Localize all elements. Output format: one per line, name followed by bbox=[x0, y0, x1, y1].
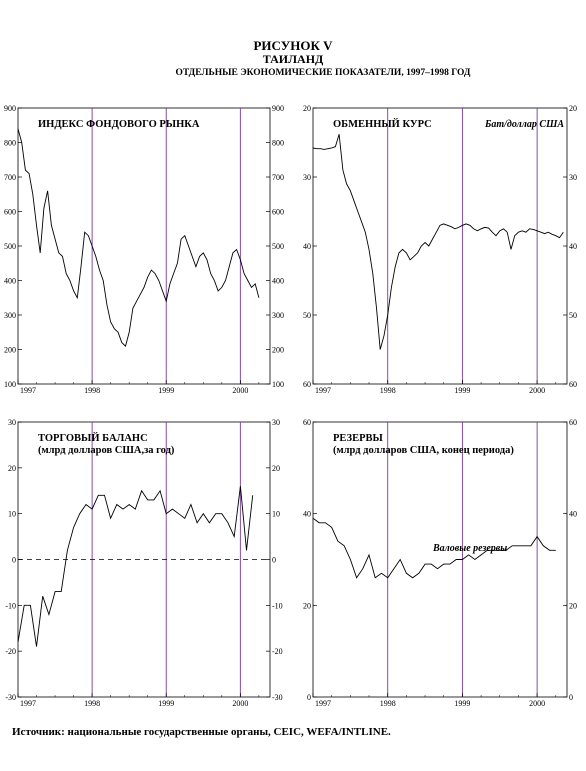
fx-ytick-label-right: 20 bbox=[569, 104, 577, 113]
trade-ytick-label-right: -20 bbox=[272, 647, 283, 656]
trade-ytick-label-left: 20 bbox=[8, 464, 16, 473]
reserves-ytick-label-left: 0 bbox=[307, 693, 311, 702]
fx-ytick-label-right: 50 bbox=[569, 311, 577, 320]
reserves-chart-subtitle: (млрд долларов США, конец периода) bbox=[333, 445, 514, 456]
fx-frame bbox=[312, 107, 568, 385]
fx-ytick-label-left: 20 bbox=[303, 104, 311, 113]
trade-chart-title: ТОРГОВЫЙ БАЛАНС bbox=[38, 432, 148, 444]
reserves-ytick-label-right: 40 bbox=[569, 510, 577, 519]
fx-series-line bbox=[312, 134, 564, 350]
stock-ytick-label-right: 500 bbox=[272, 242, 284, 251]
reserves-ytick-label-left: 60 bbox=[303, 418, 311, 427]
trade-ytick-label-left: 10 bbox=[8, 510, 16, 519]
stock-frame bbox=[17, 107, 271, 385]
trade-chart-subtitle: (млрд долларов США,за год) bbox=[38, 445, 175, 456]
stock-series-line bbox=[17, 128, 260, 347]
trade-xtick-label: 2000 bbox=[232, 699, 248, 708]
reserves-ytick-label-left: 20 bbox=[303, 601, 311, 610]
stock-ytick-label-right: 400 bbox=[272, 277, 284, 286]
stock-ytick-label-left: 500 bbox=[4, 242, 16, 251]
trade-ytick-label-right: 20 bbox=[272, 464, 280, 473]
reserves-ytick-label-right: 60 bbox=[569, 418, 577, 427]
stock-ytick-label-right: 100 bbox=[272, 380, 284, 389]
trade-xtick-label: 1999 bbox=[158, 699, 174, 708]
stock-chart-title: ИНДЕКС ФОНДОВОГО РЫНКА bbox=[38, 119, 200, 130]
figure-number: РИСУНОК V bbox=[253, 38, 333, 53]
stock-ytick-label-right: 600 bbox=[272, 208, 284, 217]
trade-ytick-label-left: -20 bbox=[5, 647, 16, 656]
reserves-chart-title: РЕЗЕРВЫ bbox=[333, 433, 384, 444]
fx-ytick-label-left: 40 bbox=[303, 242, 311, 251]
stock-ytick-label-left: 100 bbox=[4, 380, 16, 389]
fx-xtick-label: 1997 bbox=[315, 386, 331, 395]
reserves-xtick-label: 2000 bbox=[529, 699, 545, 708]
reserves-ytick-label-right: 20 bbox=[569, 601, 577, 610]
reserves-ytick-label-left: 40 bbox=[303, 510, 311, 519]
fx-chart-title: ОБМЕННЫЙ КУРС bbox=[333, 118, 432, 130]
stock-xtick-label: 1999 bbox=[158, 386, 174, 395]
reserves-series-line bbox=[312, 517, 556, 579]
stock-xtick-label: 2000 bbox=[232, 386, 248, 395]
reserves-xtick-label: 1999 bbox=[454, 699, 470, 708]
trade-xtick-label: 1997 bbox=[20, 699, 36, 708]
fx-ytick-label-left: 30 bbox=[303, 173, 311, 182]
trade-ytick-label-left: -10 bbox=[5, 601, 16, 610]
reserves-ytick-label-right: 0 bbox=[569, 693, 573, 702]
fx-ytick-label-right: 30 bbox=[569, 173, 577, 182]
stock-ytick-label-right: 800 bbox=[272, 139, 284, 148]
trade-ytick-label-right: -10 bbox=[272, 601, 283, 610]
country-title: ТАИЛАНД bbox=[262, 52, 324, 66]
fx-unit-label: Бат/доллар США bbox=[484, 119, 564, 130]
stock-ytick-label-right: 300 bbox=[272, 311, 284, 320]
stock-xtick-label: 1997 bbox=[20, 386, 36, 395]
fx-ytick-label-right: 40 bbox=[569, 242, 577, 251]
fx-xtick-label: 2000 bbox=[529, 386, 545, 395]
trade-ytick-label-right: 0 bbox=[272, 556, 276, 565]
reserves-xtick-label: 1998 bbox=[380, 699, 396, 708]
fx-ytick-label-left: 50 bbox=[303, 311, 311, 320]
stock-ytick-label-left: 200 bbox=[4, 346, 16, 355]
stock-ytick-label-right: 900 bbox=[272, 104, 284, 113]
trade-series-line bbox=[17, 486, 254, 647]
stock-ytick-label-right: 700 bbox=[272, 173, 284, 182]
trade-ytick-label-right: -30 bbox=[272, 693, 283, 702]
trade-ytick-label-left: -30 bbox=[5, 693, 16, 702]
stock-ytick-label-left: 800 bbox=[4, 139, 16, 148]
stock-ytick-label-left: 700 bbox=[4, 173, 16, 182]
trade-ytick-label-right: 10 bbox=[272, 510, 280, 519]
reserves-xtick-label: 1997 bbox=[315, 699, 331, 708]
trade-ytick-label-left: 30 bbox=[8, 418, 16, 427]
reserves-frame bbox=[312, 421, 568, 698]
trade-ytick-label-left: 0 bbox=[12, 556, 16, 565]
stock-ytick-label-left: 300 bbox=[4, 311, 16, 320]
fx-ytick-label-right: 60 bbox=[569, 380, 577, 389]
figure-subtitle: ОТДЕЛЬНЫЕ ЭКОНОМИЧЕСКИЕ ПОКАЗАТЕЛИ, 1997… bbox=[175, 68, 471, 78]
stock-ytick-label-left: 900 bbox=[4, 104, 16, 113]
fx-ytick-label-left: 60 bbox=[303, 380, 311, 389]
stock-ytick-label-left: 400 bbox=[4, 277, 16, 286]
fx-xtick-label: 1998 bbox=[380, 386, 396, 395]
trade-xtick-label: 1998 bbox=[84, 699, 100, 708]
stock-ytick-label-left: 600 bbox=[4, 208, 16, 217]
fx-xtick-label: 1999 bbox=[454, 386, 470, 395]
stock-ytick-label-right: 200 bbox=[272, 346, 284, 355]
stock-xtick-label: 1998 bbox=[84, 386, 100, 395]
trade-ytick-label-right: 30 bbox=[272, 418, 280, 427]
reserves-series-annotation: Валовые резервы bbox=[432, 543, 507, 554]
source-note: Источник: национальные государственные о… bbox=[12, 726, 391, 738]
